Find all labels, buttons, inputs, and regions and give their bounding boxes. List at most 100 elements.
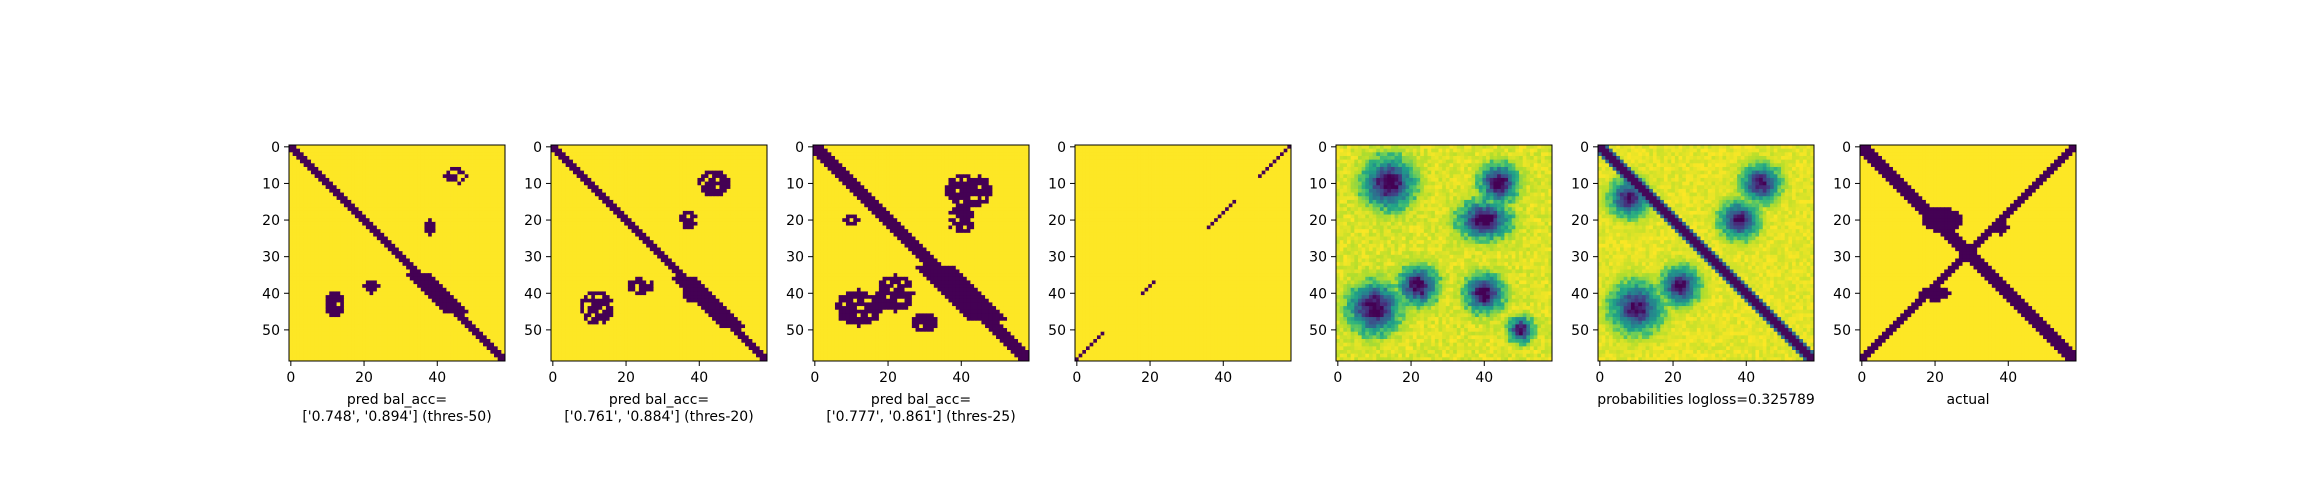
heatmap-cell — [380, 152, 385, 157]
heatmap-cell — [321, 240, 327, 245]
heatmap-cell — [362, 262, 367, 267]
heatmap-cell — [486, 317, 491, 322]
heatmap-cell — [299, 276, 305, 281]
heatmap-cell — [613, 185, 618, 190]
heatmap-cell — [483, 276, 488, 281]
heatmap-cell — [365, 174, 370, 179]
heatmap-cell — [591, 174, 596, 179]
heatmap-cell — [362, 291, 367, 296]
heatmap-cell — [428, 214, 433, 219]
heatmap-cell — [635, 203, 640, 208]
heatmap-cell — [409, 174, 414, 179]
heatmap-cell — [468, 276, 473, 281]
heatmap-cell — [479, 207, 484, 212]
heatmap-cell — [365, 221, 370, 226]
heatmap-cell — [479, 258, 484, 263]
heatmap-cell — [365, 203, 370, 208]
heatmap-cell — [697, 207, 702, 212]
heatmap-cell — [435, 313, 440, 318]
heatmap-cell — [620, 163, 625, 168]
heatmap-cell — [351, 317, 356, 322]
heatmap-cell — [453, 207, 458, 212]
heatmap-cell — [472, 145, 477, 150]
heatmap-cell — [475, 291, 480, 296]
heatmap-cell — [690, 221, 695, 226]
heatmap-cell — [479, 317, 484, 322]
heatmap-cell — [325, 295, 330, 300]
heatmap-cell — [325, 298, 330, 303]
heatmap-cell — [461, 163, 466, 168]
heatmap-cell — [708, 203, 713, 208]
heatmap-cell — [417, 291, 422, 296]
heatmap-cell — [358, 225, 363, 230]
heatmap-cell — [409, 163, 414, 168]
heatmap-cell — [642, 188, 647, 193]
heatmap-cell — [406, 280, 411, 285]
heatmap-cell — [719, 174, 724, 179]
heatmap-cell — [431, 335, 436, 340]
heatmap-cell — [468, 240, 473, 245]
heatmap-cell — [329, 170, 334, 175]
heatmap-cell — [551, 210, 556, 215]
heatmap-cell — [307, 287, 312, 292]
heatmap-cell — [307, 159, 312, 164]
heatmap-cell — [605, 188, 610, 193]
heatmap-cell — [660, 232, 665, 237]
heatmap-cell — [494, 262, 499, 267]
heatmap-cell — [384, 210, 389, 215]
heatmap-cell — [296, 339, 301, 344]
heatmap-cell — [439, 181, 444, 186]
heatmap-cell — [299, 302, 305, 307]
heatmap-cell — [340, 229, 345, 234]
heatmap-cell — [347, 196, 352, 201]
heatmap-cell — [726, 221, 731, 226]
heatmap-cell — [682, 166, 687, 172]
heatmap-cell — [664, 163, 669, 168]
heatmap-cell — [682, 177, 687, 183]
heatmap-cell — [671, 148, 676, 153]
heatmap-cell — [395, 291, 400, 296]
heatmap-cell — [472, 196, 477, 201]
heatmap-cell — [583, 155, 589, 161]
heatmap-cell — [340, 177, 345, 183]
heatmap-cell — [340, 313, 345, 318]
heatmap-cell — [417, 243, 422, 248]
heatmap-cell — [701, 163, 706, 168]
heatmap-cell — [439, 240, 444, 245]
heatmap-cell — [613, 159, 618, 164]
heatmap-cell — [576, 163, 581, 168]
heatmap-cell — [701, 145, 706, 150]
heatmap-cell — [409, 324, 414, 329]
heatmap-cell — [289, 284, 294, 289]
heatmap-cell — [649, 210, 654, 215]
heatmap-cell — [490, 287, 495, 292]
heatmap-cell — [475, 177, 480, 183]
heatmap-cell — [369, 276, 374, 281]
heatmap-cell — [321, 331, 327, 336]
heatmap-cell — [373, 155, 378, 161]
heatmap-cell — [402, 339, 407, 344]
heatmap-cell — [501, 265, 506, 270]
heatmap-cell — [391, 203, 396, 208]
heatmap-cell — [325, 214, 330, 219]
heatmap-cell — [712, 174, 717, 179]
heatmap-cell — [380, 331, 385, 336]
heatmap-cell — [413, 166, 418, 172]
heatmap-cell — [428, 251, 433, 256]
heatmap-cell — [664, 152, 669, 157]
heatmap-cell — [362, 214, 367, 219]
heatmap-cell — [406, 185, 411, 190]
heatmap-cell — [395, 185, 400, 190]
heatmap-cell — [446, 159, 451, 164]
heatmap-cell — [675, 229, 680, 234]
heatmap-cell — [413, 145, 418, 150]
heatmap-cell — [598, 159, 603, 164]
heatmap-cell — [759, 221, 764, 226]
heatmap-cell — [420, 152, 425, 157]
heatmap-cell — [428, 302, 433, 307]
heatmap-cell — [561, 225, 567, 230]
heatmap-cell — [464, 287, 469, 292]
heatmap-cell — [318, 309, 323, 314]
heatmap-cell — [365, 185, 370, 190]
heatmap-cell — [398, 276, 403, 281]
